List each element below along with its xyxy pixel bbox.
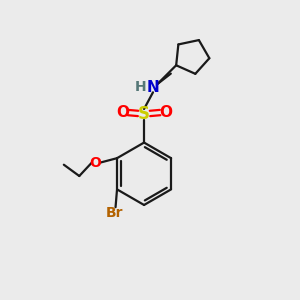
Text: H: H xyxy=(135,80,146,94)
Text: O: O xyxy=(159,105,172,120)
Text: S: S xyxy=(138,105,150,123)
Text: Br: Br xyxy=(105,206,123,220)
Text: O: O xyxy=(116,105,129,120)
Text: N: N xyxy=(147,80,159,95)
Text: O: O xyxy=(90,156,102,170)
